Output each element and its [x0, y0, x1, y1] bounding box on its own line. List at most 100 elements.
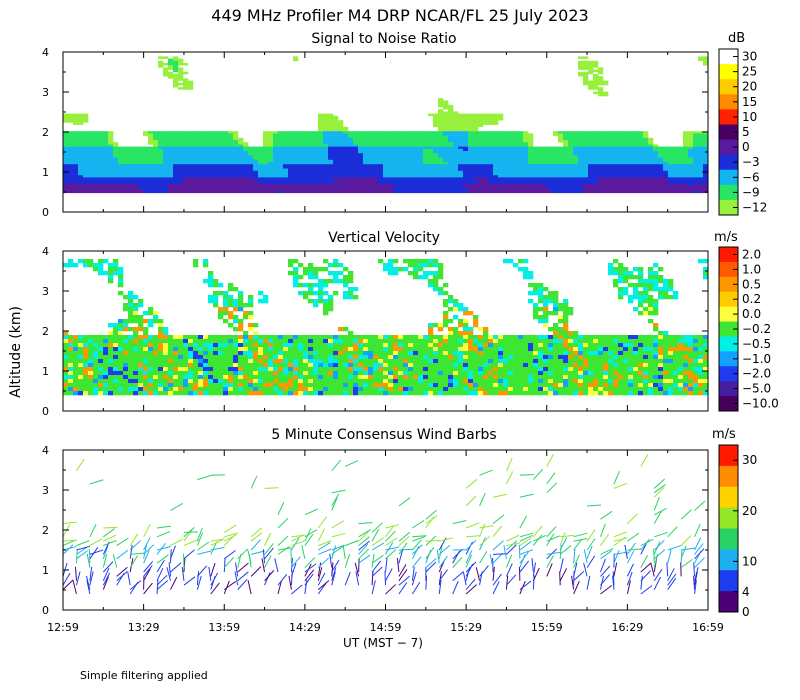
vv-cell	[68, 391, 74, 396]
vv-cell	[333, 259, 339, 264]
snr-cell	[428, 184, 434, 187]
snr-cell	[598, 87, 604, 90]
snr-cell	[88, 186, 94, 189]
snr-cell	[548, 155, 554, 158]
snr-cell	[658, 159, 664, 163]
snr-cell	[358, 155, 364, 158]
snr-cell	[448, 133, 454, 136]
vv-cell	[343, 351, 349, 356]
snr-cell	[313, 175, 319, 178]
snr-cell	[418, 181, 424, 185]
snr-cell	[633, 168, 639, 172]
snr-cell	[168, 184, 174, 187]
vv-cell	[233, 303, 239, 308]
snr-cell	[578, 190, 584, 194]
snr-cell	[308, 131, 314, 134]
snr-cell	[688, 144, 694, 147]
snr-cell	[528, 162, 534, 165]
snr-cell	[388, 159, 394, 163]
snr-cell	[138, 151, 144, 154]
snr-cell	[213, 175, 219, 178]
snr-cell	[578, 140, 584, 143]
snr-cell	[358, 159, 364, 163]
snr-cell	[443, 164, 449, 167]
snr-cell	[133, 184, 139, 187]
snr-cell	[88, 131, 94, 134]
snr-cell	[638, 135, 644, 139]
snr-cell	[643, 181, 649, 185]
snr-cell	[63, 120, 69, 123]
colorbar-label: −3	[742, 155, 760, 169]
vv-cell	[223, 391, 229, 396]
vv-cell	[188, 387, 194, 392]
snr-cell	[268, 166, 274, 169]
vv-cell	[348, 375, 354, 380]
snr-cell	[428, 166, 434, 169]
snr-cell	[288, 153, 294, 156]
snr-cell	[178, 137, 184, 141]
snr-cell	[403, 155, 409, 158]
snr-cell	[463, 137, 469, 141]
snr-cell	[223, 188, 229, 191]
vv-cell	[333, 387, 339, 392]
vv-cell	[263, 371, 269, 376]
vv-cell	[218, 351, 224, 356]
snr-cell	[558, 175, 564, 178]
snr-cell	[433, 164, 439, 167]
snr-cell	[273, 190, 279, 194]
vv-cell	[273, 379, 279, 384]
snr-cell	[68, 146, 74, 150]
snr-cell	[373, 175, 379, 178]
snr-cell	[273, 179, 279, 183]
snr-cell	[78, 142, 84, 145]
snr-cell	[668, 170, 674, 174]
snr-cell	[508, 148, 514, 152]
snr-cell	[513, 177, 519, 180]
snr-cell	[603, 159, 609, 163]
snr-cell	[433, 168, 439, 172]
snr-cell	[568, 148, 574, 152]
snr-cell	[183, 135, 189, 139]
vv-cell	[288, 259, 294, 264]
snr-cell	[403, 133, 409, 136]
snr-cell	[433, 122, 439, 125]
snr-cell	[148, 151, 154, 154]
vv-cell	[163, 351, 169, 356]
snr-cell	[558, 153, 564, 156]
vv-cell	[243, 379, 249, 384]
snr-cell	[608, 146, 614, 150]
snr-cell	[148, 184, 154, 187]
snr-cell	[503, 159, 509, 163]
vv-cell	[193, 359, 199, 364]
snr-cell	[453, 142, 459, 145]
vv-cell	[178, 359, 184, 364]
vv-cell	[248, 367, 254, 372]
snr-cell	[208, 188, 214, 191]
snr-cell	[108, 153, 114, 156]
snr-cell	[543, 190, 549, 194]
vv-cell	[248, 339, 254, 344]
vv-cell	[288, 391, 294, 396]
snr-cell	[83, 133, 89, 136]
snr-cell	[68, 135, 74, 139]
vv-cell	[333, 367, 339, 372]
snr-cell	[93, 162, 99, 165]
vv-cell	[118, 275, 124, 280]
vv-cell	[63, 363, 69, 368]
snr-cell	[283, 170, 289, 174]
snr-cell	[483, 166, 489, 169]
snr-cell	[163, 144, 169, 147]
snr-cell	[228, 137, 234, 141]
snr-cell	[283, 140, 289, 143]
snr-cell	[228, 140, 234, 143]
snr-cell	[438, 166, 444, 169]
snr-cell	[398, 142, 404, 145]
snr-cell	[298, 186, 304, 189]
vv-cell	[173, 351, 179, 356]
vv-cell	[348, 355, 354, 360]
snr-cell	[218, 170, 224, 174]
snr-cell	[533, 168, 539, 172]
snr-cell	[218, 148, 224, 152]
snr-cell	[273, 142, 279, 145]
snr-cell	[178, 179, 184, 183]
